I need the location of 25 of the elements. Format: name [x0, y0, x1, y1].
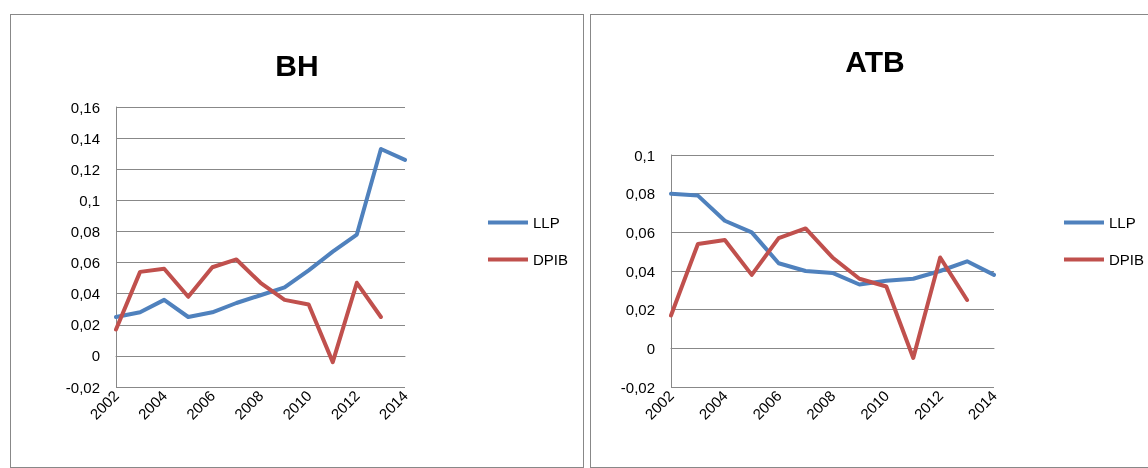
legend-label: DPIB	[1108, 251, 1145, 268]
y-tick-label: 0,08	[625, 185, 655, 203]
y-tick-label: 0,04	[70, 285, 100, 303]
y-tick-label: 0,02	[625, 301, 655, 319]
y-tick-label: 0	[646, 339, 655, 357]
y-tick-label: 0	[91, 347, 100, 365]
y-tick-label: 0,12	[70, 160, 100, 178]
chart-title: ATB	[845, 44, 905, 78]
y-tick-label: 0,1	[79, 191, 100, 209]
line-series	[669, 226, 970, 360]
y-tick-label: 0,16	[70, 98, 100, 116]
chart-title: BH	[275, 48, 319, 82]
y-tick-label: 0,02	[70, 316, 100, 334]
y-tick-label: 0,06	[70, 254, 100, 272]
line-series	[669, 191, 996, 287]
legend-label: DPIB	[532, 251, 569, 268]
y-tick-label: 0,08	[70, 222, 100, 240]
y-tick-label: 0,04	[625, 262, 655, 280]
y-tick-label: 0,06	[625, 223, 655, 241]
line-series	[114, 257, 383, 365]
y-tick-label: 0,14	[70, 129, 100, 147]
legend-label: LLP	[532, 214, 560, 231]
line-series	[114, 147, 407, 319]
legend-label: LLP	[1108, 214, 1136, 231]
y-tick-label: 0,1	[634, 146, 655, 164]
